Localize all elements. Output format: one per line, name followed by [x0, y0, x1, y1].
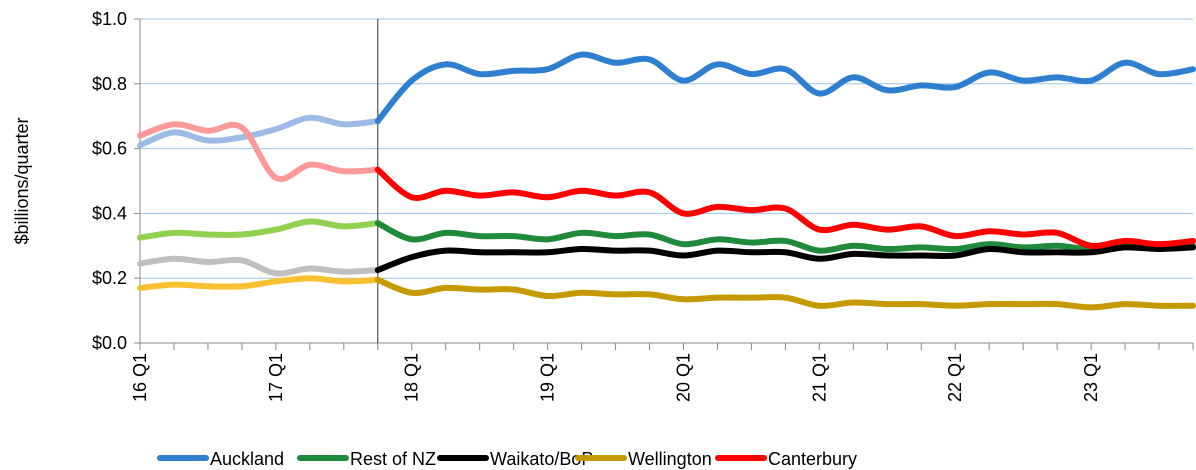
- x-tick-label: 21 Q1: [809, 353, 829, 402]
- y-tick-label: $1.0: [92, 9, 127, 29]
- series-line: [137, 218, 381, 241]
- x-tick-label: 23 Q1: [1081, 353, 1101, 402]
- series-line: [374, 276, 1196, 311]
- series-line: [374, 220, 1196, 254]
- series-line: [137, 275, 381, 291]
- y-tick-label: $0.2: [92, 268, 127, 288]
- x-tick-label: 18 Q1: [402, 353, 422, 402]
- y-tick-label: $0.4: [92, 203, 127, 223]
- legend-label: Waikato/BoP: [490, 449, 593, 469]
- y-tick-label: $0.6: [92, 139, 127, 159]
- y-tick-label: $0.0: [92, 333, 127, 353]
- x-tick-label: 20 Q1: [673, 353, 693, 402]
- series-line: [137, 255, 381, 277]
- series-line: [374, 51, 1196, 125]
- series-line: [374, 166, 1196, 249]
- series-line: [137, 114, 381, 149]
- legend-label: Wellington: [628, 449, 712, 469]
- series-line: [374, 244, 1196, 274]
- x-tick-label: 17 Q1: [266, 353, 286, 402]
- x-tick-label: 16 Q1: [130, 353, 150, 402]
- y-axis-label: $billions/quarter: [12, 117, 32, 244]
- series-line: [137, 121, 381, 183]
- x-tick-label: 22 Q1: [945, 353, 965, 402]
- x-tick-label: 19 Q1: [538, 353, 558, 402]
- legend-label: Rest of NZ: [350, 449, 436, 469]
- y-tick-label: $0.8: [92, 74, 127, 94]
- legend-label: Canterbury: [768, 449, 857, 469]
- legend-label: Auckland: [210, 449, 284, 469]
